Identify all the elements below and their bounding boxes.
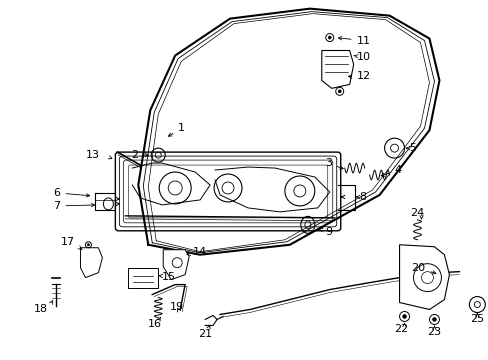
Text: 9: 9: [319, 227, 331, 237]
Text: 3: 3: [324, 158, 343, 169]
Text: 11: 11: [338, 36, 370, 46]
Circle shape: [327, 36, 331, 39]
Text: 14: 14: [187, 247, 207, 257]
Circle shape: [337, 90, 341, 93]
Text: 19: 19: [170, 302, 184, 311]
Text: 21: 21: [198, 329, 212, 339]
Text: 10: 10: [353, 53, 370, 63]
Text: 1: 1: [168, 123, 185, 136]
Polygon shape: [128, 268, 158, 288]
Text: 2: 2: [131, 150, 148, 160]
Text: 15: 15: [159, 272, 176, 282]
Text: 7: 7: [53, 201, 95, 211]
Polygon shape: [81, 248, 102, 278]
Text: 23: 23: [427, 327, 441, 337]
Text: 22: 22: [394, 324, 408, 334]
Text: 17: 17: [61, 237, 75, 247]
Polygon shape: [321, 50, 353, 88]
Text: 4: 4: [380, 165, 401, 176]
Text: 13: 13: [85, 150, 99, 160]
Circle shape: [87, 244, 89, 246]
Circle shape: [402, 315, 406, 319]
Text: 16: 16: [148, 319, 162, 329]
Polygon shape: [163, 250, 189, 280]
Text: 24: 24: [409, 208, 424, 218]
Circle shape: [431, 318, 436, 321]
Text: 12: 12: [348, 71, 370, 81]
Polygon shape: [399, 245, 448, 310]
Text: 6: 6: [53, 188, 90, 198]
Text: 8: 8: [356, 192, 366, 202]
Text: 5: 5: [406, 143, 416, 153]
Text: 18: 18: [34, 305, 47, 315]
Text: 25: 25: [469, 314, 484, 324]
Text: 20: 20: [411, 263, 435, 274]
